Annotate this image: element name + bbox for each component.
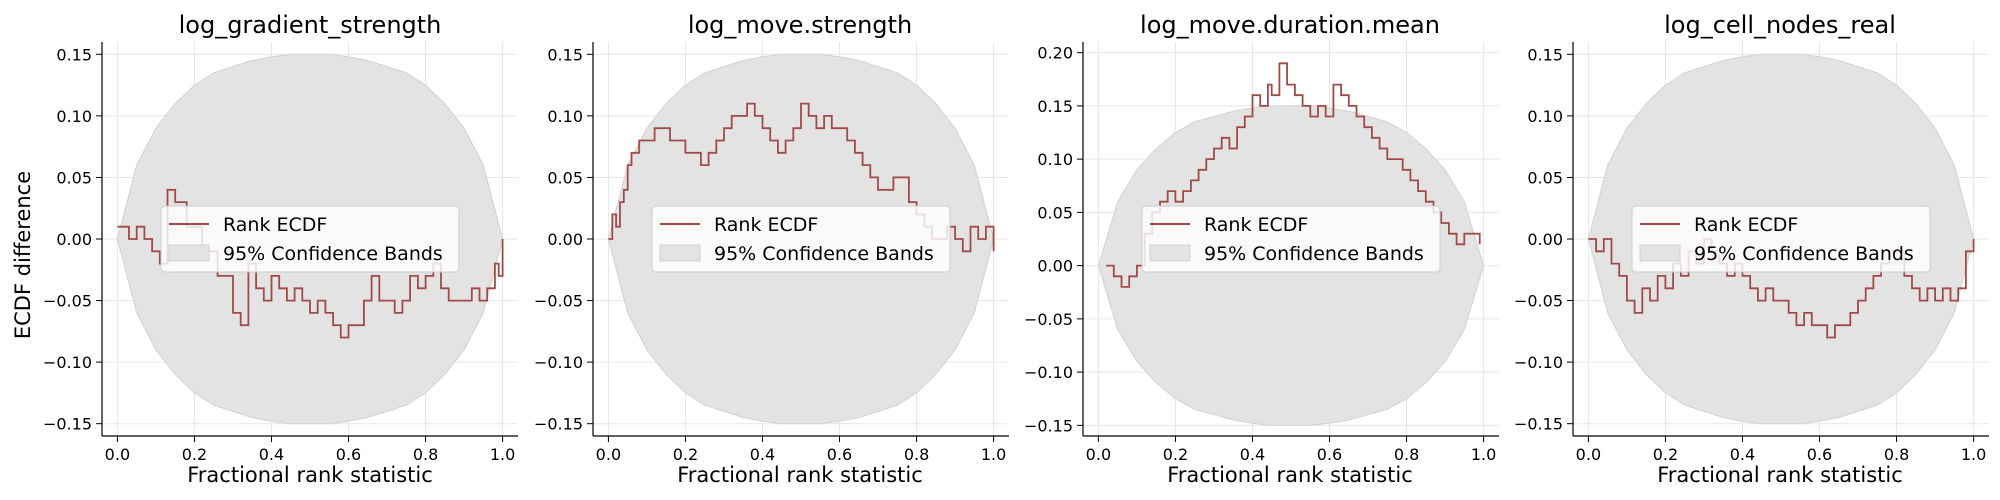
x-tick-label: 0.4 (1730, 445, 1755, 464)
y-tick-label: 0.00 (1527, 230, 1563, 249)
x-tick-label: 0.4 (259, 445, 284, 464)
legend-box (1631, 205, 1931, 273)
legend: Rank ECDF 95% Confidence Bands (1141, 205, 1441, 273)
rank-ecdf-line (117, 188, 504, 339)
y-tick-label: 0.10 (56, 107, 92, 126)
y-tick-label: −0.15 (534, 415, 583, 434)
y-tick-label: 0.05 (1527, 168, 1563, 187)
y-tick-label: 0.00 (547, 230, 583, 249)
y-tick-label: −0.10 (534, 353, 583, 372)
x-tick-label: 0.6 (336, 445, 361, 464)
legend-label-confidence-bands: 95% Confidence Bands (1204, 243, 1424, 265)
x-tick-label: 0.2 (673, 445, 698, 464)
subplot-title: log_gradient_strength (179, 11, 442, 39)
y-tick-label: −0.15 (43, 415, 92, 434)
legend-box (651, 205, 951, 273)
x-tick-label: 1.0 (1961, 445, 1986, 464)
x-tick-label: 0.8 (1884, 445, 1909, 464)
subplot-3: log_move.duration.mean Fractional rank s… (1024, 11, 1499, 487)
legend-label-rank-ecdf: Rank ECDF (223, 214, 327, 236)
legend-label-confidence-bands: 95% Confidence Bands (714, 243, 934, 265)
subplot-title: log_move.strength (688, 11, 912, 39)
x-tick-label: 0.4 (750, 445, 775, 464)
subplot-title: log_cell_nodes_real (1664, 11, 1896, 39)
y-tick-label: −0.10 (1024, 363, 1073, 382)
y-tick-label: 0.15 (547, 45, 583, 64)
legend: Rank ECDF 95% Confidence Bands (1631, 205, 1931, 273)
x-tick-label: 1.0 (981, 445, 1006, 464)
legend: Rank ECDF 95% Confidence Bands (651, 205, 951, 273)
x-tick-label: 0.2 (1163, 445, 1188, 464)
y-tick-label: −0.05 (43, 292, 92, 311)
y-tick-label: 0.10 (1527, 107, 1563, 126)
x-tick-label: 0.8 (904, 445, 929, 464)
y-tick-label: 0.05 (56, 168, 92, 187)
x-tick-label: 0.0 (596, 445, 621, 464)
x-tick-label: 0.8 (1394, 445, 1419, 464)
y-tick-label: −0.10 (43, 353, 92, 372)
y-tick-label: 0.10 (1037, 150, 1073, 169)
y-tick-label: −0.15 (1024, 416, 1073, 435)
legend-label-confidence-bands: 95% Confidence Bands (223, 243, 443, 265)
legend-box (160, 205, 460, 273)
y-tick-label: 0.15 (1037, 97, 1073, 116)
y-tick-label: 0.05 (547, 168, 583, 187)
x-tick-label: 0.4 (1240, 445, 1265, 464)
legend-label-rank-ecdf: Rank ECDF (1204, 214, 1308, 236)
y-tick-label: 0.20 (1037, 44, 1073, 63)
legend: Rank ECDF 95% Confidence Bands (160, 205, 460, 273)
y-tick-label: −0.10 (1514, 353, 1563, 372)
y-tick-label: 0.00 (56, 230, 92, 249)
figure-ylabel: ECDF difference (11, 171, 35, 339)
y-tick-label: 0.10 (547, 107, 583, 126)
subplot-2: log_move.strength Fractional rank statis… (534, 11, 1009, 487)
y-tick-label: 0.15 (1527, 45, 1563, 64)
x-axis-label: Fractional rank statistic (677, 463, 923, 487)
x-axis-label: Fractional rank statistic (1657, 463, 1903, 487)
x-tick-label: 0.6 (1807, 445, 1832, 464)
y-tick-label: 0.05 (1037, 203, 1073, 222)
legend-band-swatch (168, 244, 210, 262)
x-tick-label: 0.2 (1653, 445, 1678, 464)
rank-ecdf-line (1106, 62, 1481, 288)
x-tick-label: 0.0 (1086, 445, 1111, 464)
x-axis-label: Fractional rank statistic (187, 463, 433, 487)
x-tick-label: 0.8 (413, 445, 438, 464)
y-tick-label: −0.05 (1514, 292, 1563, 311)
legend-band-swatch (659, 244, 701, 262)
rank-ecdf-line (1588, 238, 1975, 339)
y-tick-label: −0.15 (1514, 415, 1563, 434)
subplot-4: log_cell_nodes_real Fractional rank stat… (1514, 11, 1989, 487)
legend-label-rank-ecdf: Rank ECDF (714, 214, 818, 236)
legend-band-swatch (1639, 244, 1681, 262)
y-tick-label: −0.05 (534, 292, 583, 311)
x-axis-label: Fractional rank statistic (1167, 463, 1413, 487)
legend-box (1141, 205, 1441, 273)
x-tick-label: 0.2 (182, 445, 207, 464)
x-tick-label: 1.0 (1471, 445, 1496, 464)
subplot-title: log_move.duration.mean (1140, 11, 1440, 39)
legend-label-rank-ecdf: Rank ECDF (1694, 214, 1798, 236)
x-tick-label: 0.0 (105, 445, 130, 464)
subplot-1: log_gradient_strength Fractional rank st… (43, 11, 518, 487)
y-tick-label: 0.15 (56, 45, 92, 64)
x-tick-label: 0.6 (1317, 445, 1342, 464)
legend-label-confidence-bands: 95% Confidence Bands (1694, 243, 1914, 265)
y-tick-label: −0.05 (1024, 310, 1073, 329)
x-tick-label: 0.6 (827, 445, 852, 464)
y-tick-label: 0.00 (1037, 257, 1073, 276)
x-tick-label: 1.0 (490, 445, 515, 464)
x-tick-label: 0.0 (1576, 445, 1601, 464)
legend-band-swatch (1149, 244, 1191, 262)
